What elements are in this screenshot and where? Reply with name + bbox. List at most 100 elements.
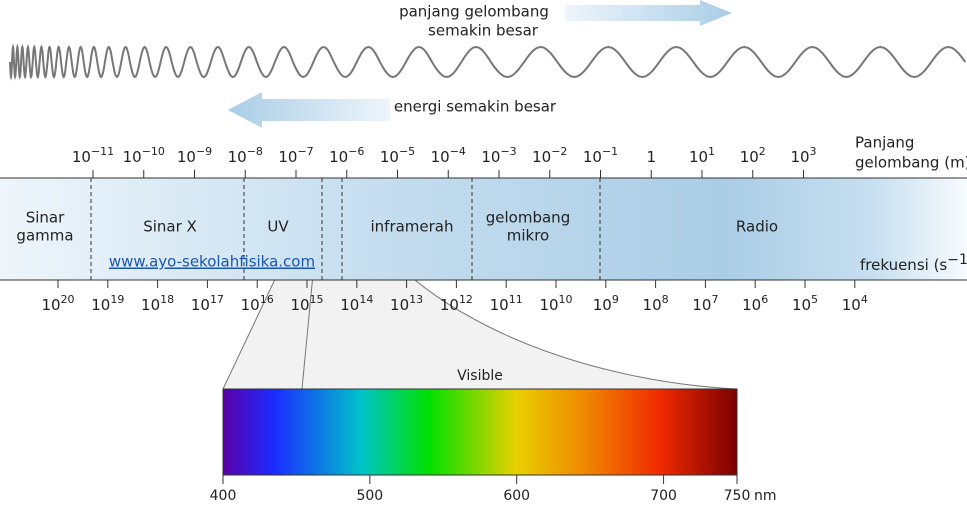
tick-label: 1011 (490, 293, 523, 314)
tick-exponent: 12 (459, 293, 473, 306)
tick-label: 106 (742, 293, 768, 314)
tick-label: 1017 (191, 293, 224, 314)
unit-label: nm (754, 488, 777, 504)
arrow-left (228, 92, 390, 128)
region-label: Radio (736, 218, 778, 236)
tick-label: 109 (593, 293, 619, 314)
tick-base: 10 (740, 148, 759, 166)
note: panjang gelombang (399, 3, 549, 21)
tick-base: 10 (390, 296, 409, 314)
note: semakin besar (428, 22, 539, 40)
tick-label: 101 (689, 145, 715, 166)
tick-label: 105 (792, 293, 818, 314)
tick-label: 500 (356, 488, 383, 504)
tick-exponent: 9 (612, 293, 619, 306)
tick-label: 10−10 (123, 145, 165, 166)
tick-exponent: 15 (310, 293, 324, 306)
tick-exponent: 6 (761, 293, 768, 306)
tick-exponent: −4 (450, 145, 466, 158)
tick-exponent: 17 (210, 293, 224, 306)
region-label: Sinar (26, 209, 65, 227)
tick-label: 10−7 (278, 145, 313, 166)
tick-label: 107 (692, 293, 718, 314)
tick-label: 700 (650, 488, 677, 504)
tick-base: 10 (490, 296, 509, 314)
region-label: UV (267, 218, 289, 236)
tick-label: 400 (210, 488, 237, 504)
tick-base: 10 (593, 296, 612, 314)
tick-base: 10 (278, 148, 297, 166)
tick-base: 10 (340, 296, 359, 314)
link[interactable]: www.ayo-sekolahfisika.com (109, 253, 315, 271)
tick-base: 10 (440, 296, 459, 314)
tick-label: 1016 (241, 293, 274, 314)
tick-exponent: 8 (662, 293, 669, 306)
region-label: gelombang (486, 209, 570, 227)
tick-label: 1013 (390, 293, 423, 314)
tick-base: 10 (380, 148, 399, 166)
axis-title: Panjang (855, 134, 914, 152)
tick-label: 10−2 (532, 145, 567, 166)
tick-exponent: −6 (348, 145, 364, 158)
arrow-right (565, 0, 732, 26)
tick-exponent: 2 (759, 145, 766, 158)
tick-base: 10 (91, 296, 110, 314)
tick-base: 10 (539, 296, 558, 314)
tick-base: 10 (41, 296, 60, 314)
tick-base: 10 (692, 296, 711, 314)
tick-exponent: 20 (61, 293, 75, 306)
tick-base: 10 (329, 148, 348, 166)
tick-label: 103 (790, 145, 816, 166)
tick-base: 10 (141, 296, 160, 314)
tick-base: 10 (228, 148, 247, 166)
tick-base: 10 (290, 296, 309, 314)
visible-title: Visible (457, 368, 503, 384)
tick-base: 10 (742, 296, 761, 314)
tick-label: 10−11 (72, 145, 114, 166)
tick-label: 10−3 (481, 145, 516, 166)
link-text[interactable]: www.ayo-sekolahfisika.com (109, 253, 315, 271)
tick-base: 10 (792, 296, 811, 314)
tick-base: 10 (643, 296, 662, 314)
tick-label: 104 (842, 293, 868, 314)
tick-label: 1019 (91, 293, 124, 314)
tick-base: 10 (532, 148, 551, 166)
tick-exponent: 3 (810, 145, 817, 158)
tick-exponent: 10 (559, 293, 573, 306)
tick-label: 10−1 (583, 145, 618, 166)
tick-exponent: −3 (500, 145, 516, 158)
tick-label: 600 (503, 488, 530, 504)
region-label: Sinar X (143, 218, 197, 236)
tick-base: 10 (177, 148, 196, 166)
tick-label: 10−9 (177, 145, 212, 166)
tick-exponent: 14 (359, 293, 373, 306)
tick-base: 10 (790, 148, 809, 166)
axis-title: gelombang (m) (855, 154, 967, 172)
tick-exponent: 7 (711, 293, 718, 306)
wave (9, 43, 967, 81)
tick-exponent: −10 (142, 145, 165, 158)
region-label: inframerah (370, 218, 453, 236)
tick-exponent: 13 (409, 293, 423, 306)
tick-label: 1015 (290, 293, 323, 314)
dividers (90, 178, 601, 280)
tick-label: 1010 (539, 293, 572, 314)
tick-label: 10−6 (329, 145, 364, 166)
note: energi semakin besar (394, 98, 557, 116)
tick-exponent: 4 (861, 293, 868, 306)
tick-label: 1012 (440, 293, 473, 314)
tick-exponent: 19 (110, 293, 124, 306)
tick-exponent: −2 (551, 145, 567, 158)
region-label: gamma (16, 227, 73, 245)
axis-title: frekuensi (s−1) (860, 252, 967, 274)
tick-exponent: −11 (91, 145, 114, 158)
tick-exponent: −1 (602, 145, 618, 158)
tick-base: 10 (191, 296, 210, 314)
tick-base: 10 (123, 148, 142, 166)
tick-label: 108 (643, 293, 669, 314)
tick-exponent: −8 (247, 145, 263, 158)
tick-base: 10 (241, 296, 260, 314)
tick-base: 10 (481, 148, 500, 166)
tick-label: 750 (724, 488, 751, 504)
